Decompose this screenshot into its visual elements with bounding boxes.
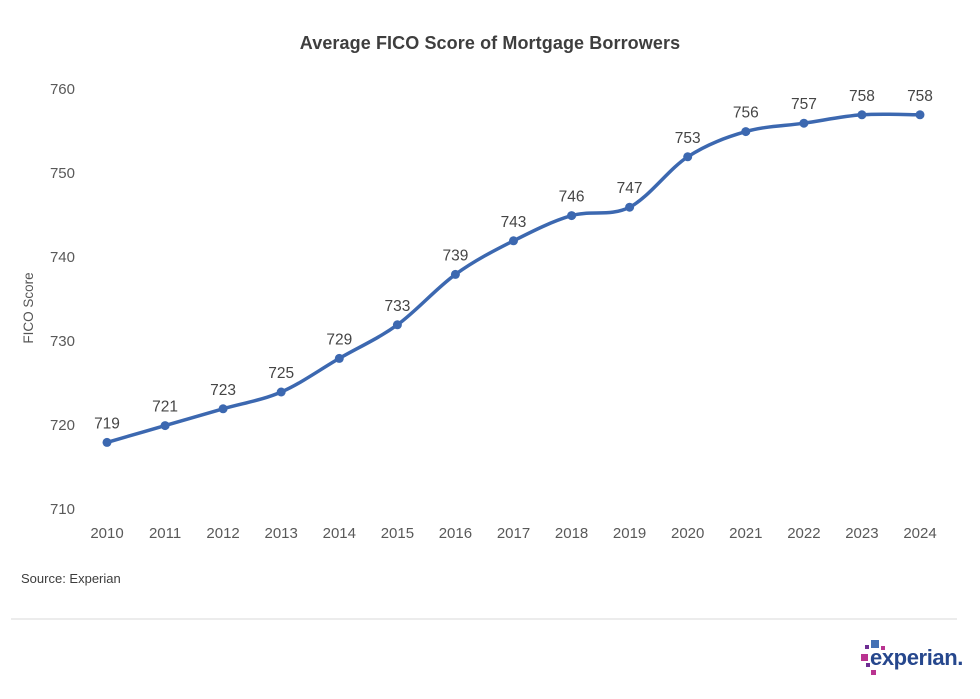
y-tick-label: 720: [50, 417, 75, 434]
data-label: 757: [791, 96, 817, 113]
source-note: Source: Experian: [21, 571, 121, 586]
logo-square-magenta-icon: [861, 654, 868, 661]
data-label: 725: [268, 365, 294, 382]
logo-text: experian.: [870, 645, 964, 670]
y-tick-label: 750: [50, 165, 75, 182]
data-label: 733: [384, 298, 410, 315]
data-label: 753: [675, 130, 701, 147]
data-point: [276, 387, 286, 397]
data-label: 758: [849, 88, 875, 105]
x-tick-label: 2013: [265, 525, 298, 542]
x-tick-label: 2015: [381, 525, 414, 542]
data-point: [392, 320, 402, 330]
data-label: 719: [94, 415, 120, 432]
x-tick-label: 2020: [671, 525, 704, 542]
y-tick-label: 740: [50, 249, 75, 266]
x-tick-label: 2014: [323, 525, 356, 542]
logo-square-purple-icon: [865, 645, 869, 649]
data-label: 721: [152, 399, 178, 416]
x-tick-label: 2018: [555, 525, 588, 542]
y-tick-label: 760: [50, 81, 75, 98]
data-point: [741, 127, 751, 137]
x-tick-label: 2022: [787, 525, 820, 542]
data-point: [625, 202, 635, 212]
data-label: 746: [559, 189, 585, 206]
data-point: [450, 269, 460, 279]
logo-square-purple-icon: [866, 663, 870, 667]
x-tick-label: 2010: [90, 525, 123, 542]
data-point: [567, 211, 577, 221]
data-point: [799, 118, 809, 128]
data-label: 756: [733, 105, 759, 122]
data-point: [102, 437, 112, 447]
y-axis-title: FICO Score: [21, 272, 36, 343]
data-label: 729: [326, 331, 352, 348]
data-label: 739: [442, 247, 468, 264]
line-chart: 710 720 730 740 750 760 FICO Score 2010 2011 2012…: [21, 81, 937, 542]
data-label: 747: [617, 180, 643, 197]
data-point: [857, 110, 867, 120]
data-point: [509, 236, 518, 246]
x-tick-label: 2019: [613, 525, 646, 542]
data-label: 758: [907, 88, 933, 105]
data-label: 743: [501, 214, 527, 231]
data-point: [334, 353, 344, 363]
data-point: [218, 404, 228, 414]
data-point: [915, 110, 925, 120]
logo-square-blue-icon: [871, 640, 879, 648]
x-tick-label: 2012: [206, 525, 239, 542]
x-tick-label: 2024: [903, 525, 936, 542]
x-tick-label: 2023: [845, 525, 878, 542]
x-tick-label: 2016: [439, 525, 472, 542]
logo-square-magenta-icon: [871, 670, 876, 675]
y-tick-label: 730: [50, 333, 75, 350]
experian-logo: experian.: [858, 639, 970, 683]
data-label: 723: [210, 382, 236, 399]
x-tick-label: 2011: [149, 525, 181, 542]
x-tick-label: 2017: [497, 525, 530, 542]
footer-divider: [11, 618, 957, 620]
data-point: [683, 152, 693, 162]
y-tick-label: 710: [50, 501, 75, 518]
x-tick-label: 2021: [729, 525, 762, 542]
logo-square-magenta-icon: [881, 646, 885, 650]
chart-title: Average FICO Score of Mortgage Borrowers: [299, 33, 681, 53]
data-point: [160, 421, 170, 431]
